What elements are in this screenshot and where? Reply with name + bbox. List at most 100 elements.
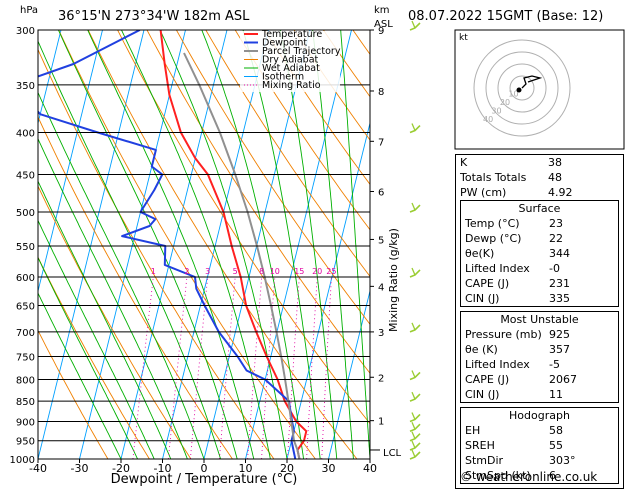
table-row: Lifted Index -0 — [461, 261, 618, 276]
wind-barbs — [410, 21, 420, 459]
x-axis-label: Dewpoint / Temperature (°C) — [111, 472, 298, 486]
pressure-tick-label: 900 — [16, 417, 35, 428]
mixing-ratio-tick-label: 2 — [184, 267, 189, 276]
row-value: 335 — [549, 291, 570, 306]
row-key: Lifted Index — [465, 261, 530, 276]
table-row: θe(K)344 — [461, 246, 618, 261]
table-row: Lifted Index-5 — [461, 357, 618, 372]
wind-barb-flag — [412, 441, 415, 448]
x-tick-label: -40 — [29, 462, 47, 475]
km-tick-label: 4 — [378, 282, 384, 293]
row-key: Temp (°C) — [465, 216, 520, 231]
mixing-ratio-line — [322, 277, 332, 459]
row-value: 38 — [548, 155, 562, 170]
table-row: Dewp (°C)22 — [461, 231, 618, 246]
pressure-tick-label: 550 — [16, 242, 35, 253]
wind-barb-flag — [412, 323, 415, 330]
wind-barb-flag — [412, 124, 415, 131]
most-unstable-title: Most Unstable — [461, 312, 618, 327]
row-key: StmDir — [465, 453, 503, 468]
table-row: PW (cm)4.92 — [456, 185, 623, 200]
x-tick-label: -30 — [71, 462, 89, 475]
hodograph-unit-label: kt — [459, 33, 468, 43]
wet-adiabat-line — [341, 30, 370, 459]
pressure-tick-label: 700 — [16, 328, 35, 339]
row-key: θe (K) — [465, 342, 498, 357]
hodograph-frame — [455, 30, 624, 149]
row-value: 23 — [549, 216, 563, 231]
mixing-ratio-tick-label: 25 — [326, 267, 336, 276]
mixing-ratio-tick-label: 1 — [151, 267, 156, 276]
row-value: 357 — [549, 342, 570, 357]
row-key: Totals Totals — [460, 170, 526, 185]
row-value: 48 — [548, 170, 562, 185]
table-row: StmDir 303° — [461, 453, 618, 468]
table-row: CAPE (J) 2067 — [461, 372, 618, 387]
km-label: km — [374, 5, 390, 16]
km-tick-label: 1 — [378, 417, 384, 428]
wind-barb-flag — [412, 392, 415, 399]
row-value: 4.92 — [548, 185, 573, 200]
copyright-footer[interactable]: © weatheronline.co.uk — [460, 470, 597, 484]
row-key: CAPE (J) — [465, 276, 509, 291]
row-value: 2067 — [549, 372, 577, 387]
wind-barb-flag — [412, 268, 415, 275]
row-value: 55 — [549, 438, 563, 453]
km-tick-label: 2 — [378, 373, 384, 384]
row-value: 303° — [549, 453, 576, 468]
row-key: CAPE (J) — [465, 372, 509, 387]
wet-adiabat-line — [58, 30, 237, 459]
storm-motion-marker — [517, 88, 522, 93]
row-value: 231 — [549, 276, 570, 291]
wind-barb-flag — [412, 422, 415, 429]
row-key: Lifted Index — [465, 357, 530, 372]
mixing-ratio-tick-label: 3 — [205, 267, 210, 276]
hodograph-ring-label: 40 — [483, 115, 493, 124]
table-row: CAPE (J) 231 — [461, 276, 618, 291]
table-row: CIN (J) 335 — [461, 291, 618, 306]
hpa-label: hPa — [20, 5, 38, 16]
wind-barb-flag — [412, 203, 415, 210]
row-key: Pressure (mb) — [465, 327, 542, 342]
parcel-trajectory-series-line — [184, 53, 299, 459]
table-row: CIN (J) 11 — [461, 387, 618, 402]
x-tick-label: 30 — [322, 462, 336, 475]
row-value: 58 — [549, 423, 563, 438]
row-value: 11 — [549, 387, 563, 402]
pressure-tick-label: 600 — [16, 273, 35, 284]
mixing-ratio-tick-label: 15 — [294, 267, 304, 276]
table-row: Totals Totals 48 — [456, 170, 623, 185]
row-key: CIN (J) — [465, 291, 499, 306]
row-key: θe(K) — [465, 246, 494, 261]
pressure-tick-label: 500 — [16, 208, 35, 219]
row-key: K — [460, 155, 467, 170]
row-value: -0 — [549, 261, 560, 276]
mixing-ratio-line — [307, 277, 318, 459]
dry-adiabat-line — [59, 30, 316, 459]
asl-label: ASL — [374, 19, 393, 30]
mixing-ratio-axis-label: Mixing Ratio (g/kg) — [387, 228, 400, 332]
table-row: K 38 — [456, 155, 623, 170]
row-key: CIN (J) — [465, 387, 499, 402]
dewpoint-series-line — [14, 30, 295, 459]
pressure-tick-label: 450 — [16, 170, 35, 181]
wind-barb-flag — [412, 370, 415, 377]
pressure-tick-label: 950 — [16, 437, 35, 448]
pressure-tick-label: 800 — [16, 375, 35, 386]
hodograph-params-title: Hodograph — [461, 408, 618, 423]
table-row: Pressure (mb) 925 — [461, 327, 618, 342]
km-tick-label: 7 — [378, 137, 384, 148]
table-row: Temp (°C) 23 — [461, 216, 618, 231]
legend-entry: Mixing Ratio — [262, 80, 321, 91]
wind-barb-flag — [412, 450, 415, 457]
row-value: 925 — [549, 327, 570, 342]
